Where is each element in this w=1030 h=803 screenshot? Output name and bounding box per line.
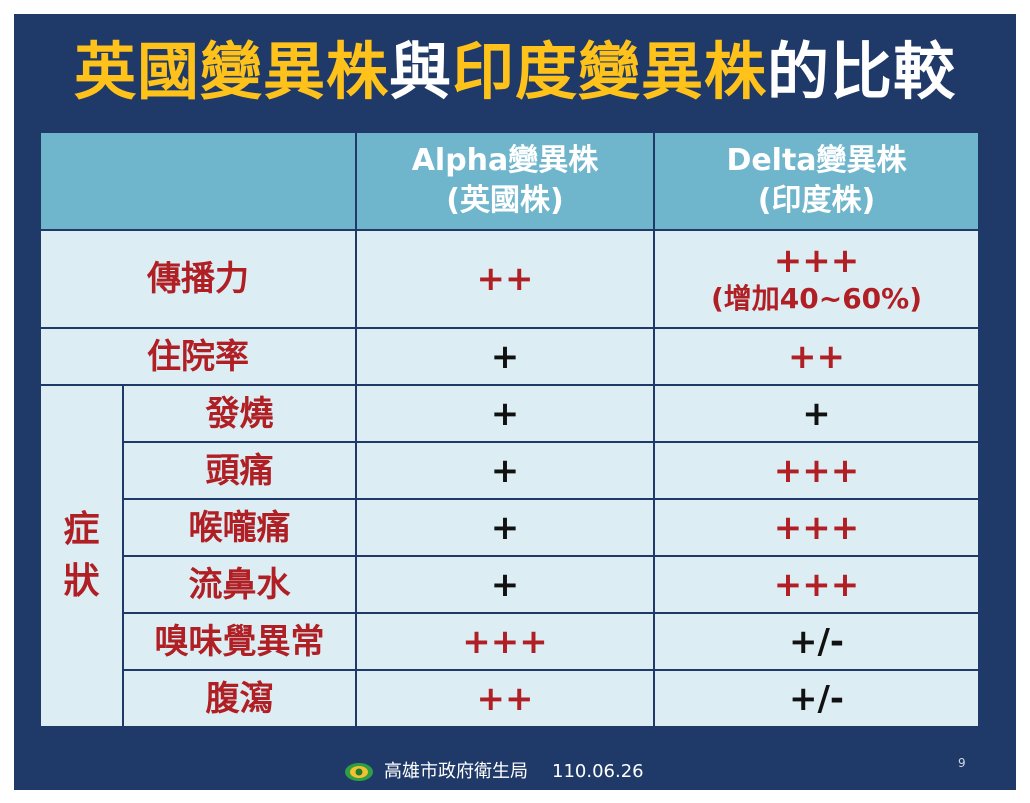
footer: 高雄市政府衛生局 110.06.26 [344,760,644,784]
delta-value: +++ [653,555,980,614]
table-row-diarrhea: 腹瀉 ++ +/- [40,669,980,728]
alpha-value: ++ [355,229,655,329]
alpha-value: ++ [355,669,655,728]
header-alpha-name: Alpha變異株 [411,143,599,178]
alpha-value: + [355,441,655,500]
row-label: 住院率 [39,327,357,386]
table-row-fever: 症 狀 發燒 + + [39,384,980,728]
kaohsiung-health-bureau-logo-icon [345,763,373,781]
row-label: 流鼻水 [122,555,357,614]
row-label: 發燒 [122,384,357,443]
title-uk-variant: 英國變異株 [73,35,389,108]
slide-title: 英國變異株與印度變異株的比較 [14,32,1016,112]
page-number: 9 [958,756,966,770]
row-label: 喉嚨痛 [122,498,357,557]
row-label: 嗅味覺異常 [122,612,357,671]
table-header-row: Alpha變異株 (英國株) Delta變異株 (印度株) [39,131,980,231]
table-row-sore-throat: 喉嚨痛 + +++ [40,498,980,557]
delta-note: (增加40~60%) [710,282,923,315]
alpha-value: + [355,384,655,443]
delta-value: ++ [653,327,980,386]
delta-value: +++ [653,441,980,500]
header-alpha-alias: (英國株) [446,183,564,218]
table-row-smell-taste-loss: 嗅味覺異常 +++ +/- [40,612,980,671]
table-row-hospitalization: 住院率 + ++ [39,327,980,386]
row-label: 傳播力 [39,229,357,329]
header-delta-name: Delta變異株 [726,143,907,178]
delta-value: +/- [653,612,980,671]
delta-value: +/- [653,669,980,728]
alpha-value: + [355,498,655,557]
alpha-value: +++ [355,612,655,671]
delta-value-cell: +++ (增加40~60%) [653,229,980,329]
table-row-headache: 頭痛 + +++ [40,441,980,500]
header-alpha: Alpha變異株 (英國株) [355,131,655,231]
table-row-transmissibility: 傳播力 ++ +++ (增加40~60%) [39,229,980,329]
alpha-value: + [355,555,655,614]
agency-name: 高雄市政府衛生局 [384,761,528,782]
header-empty-cell [39,131,357,231]
delta-value: +++ [653,498,980,557]
publish-date: 110.06.26 [552,761,644,782]
symptoms-label-char1: 症 [63,509,100,550]
delta-value: +++ [773,241,860,281]
symptoms-group-label: 症 狀 [39,384,124,728]
header-delta: Delta變異株 (印度株) [653,131,980,231]
row-label: 頭痛 [122,441,357,500]
alpha-value: + [355,327,655,386]
symptoms-label-char2: 狀 [63,561,100,602]
title-india-variant: 印度變異株 [452,35,768,108]
title-and: 與 [388,35,452,108]
table-row-runny-nose: 流鼻水 + +++ [40,555,980,614]
header-delta-alias: (印度株) [757,183,876,218]
row-label: 腹瀉 [122,669,357,728]
slide: 英國變異株與印度變異株的比較 Alpha變異株 (英國株) Delta變異株 (… [14,14,1016,790]
comparison-table: Alpha變異株 (英國株) Delta變異株 (印度株) 傳播力 ++ +++… [39,131,980,728]
delta-value: + [653,384,980,443]
title-comparison: 的比較 [767,35,957,108]
